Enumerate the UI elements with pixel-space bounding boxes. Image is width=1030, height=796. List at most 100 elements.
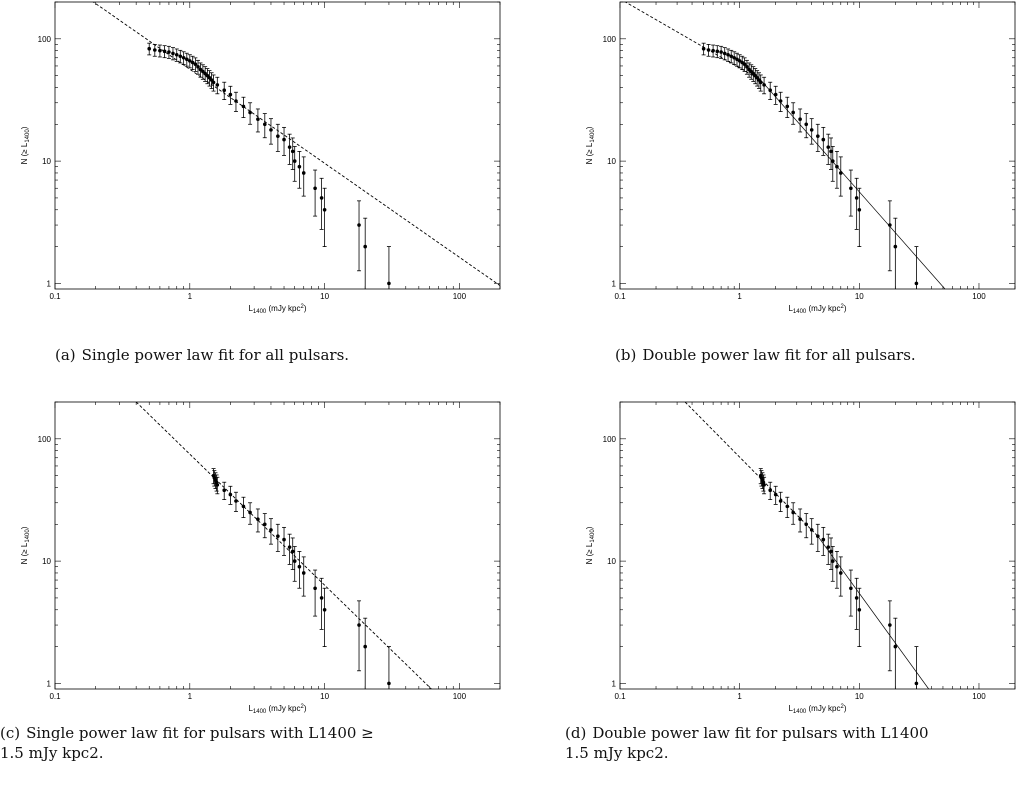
data-point: [292, 559, 297, 563]
caption-d-text: Double power law fit for pulsars with L1…: [592, 724, 929, 742]
caption-b-text: Double power law fit for all pulsars.: [642, 346, 916, 364]
axis-ticks: [619, 401, 1016, 689]
data-point: [732, 55, 736, 60]
axis-ticks: [54, 1, 501, 289]
data-point: [798, 517, 802, 522]
data-point: [835, 564, 839, 569]
y-tick-label: 1: [47, 679, 52, 688]
data-point: [248, 110, 252, 115]
y-axis-label: N (≥ L1400): [20, 526, 31, 564]
data-point: [181, 55, 186, 60]
data-points: [211, 468, 391, 689]
data-point: [269, 528, 273, 532]
y-tick-label: 100: [38, 35, 52, 44]
data-point: [185, 57, 189, 62]
panel-a: 0.1 1 10 100 1 10 100 L1400 (mJy kpc2) N (≥ L140…: [0, 0, 520, 400]
data-point: [816, 534, 820, 538]
data-point: [290, 149, 295, 154]
data-point: [778, 499, 783, 503]
data-point: [211, 80, 216, 85]
caption-d: (d) Double power law fit for pulsars with…: [565, 723, 929, 763]
data-point: [719, 50, 723, 54]
data-point: [888, 623, 892, 627]
plot-frame: [54, 1, 501, 290]
data-point: [190, 60, 195, 65]
data-point: [188, 59, 192, 63]
caption-a: (a) Single power law fit for all pulsars.: [55, 345, 349, 365]
data-point: [785, 504, 790, 509]
x-tick-label: 1: [188, 692, 193, 701]
x-tick-label: 100: [453, 692, 467, 701]
x-tick-label: 0.1: [614, 692, 626, 701]
data-point: [893, 644, 898, 649]
data-point: [147, 46, 152, 51]
data-point: [726, 53, 730, 57]
data-point: [791, 510, 795, 515]
y-axis-label: N (≥ L1400): [20, 126, 31, 164]
x-axis-label: L1400 (mJy kpc2): [248, 704, 306, 715]
x-axis-label: L1400 (mJy kpc2): [788, 304, 846, 315]
x-tick-label: 100: [453, 292, 467, 301]
plot-frame: [619, 1, 1016, 290]
data-point: [711, 48, 715, 53]
data-point: [276, 134, 280, 138]
caption-d-line2: 1.5 mJy kpc2.: [565, 744, 669, 762]
data-point: [209, 78, 214, 82]
data-point: [854, 196, 859, 200]
y-tick-label: 10: [607, 157, 616, 166]
data-point: [256, 517, 260, 522]
data-point: [162, 49, 167, 54]
x-tick-label: 1: [737, 692, 742, 701]
data-point: [773, 492, 778, 497]
data-point: [830, 159, 835, 163]
data-point: [829, 149, 833, 154]
fit-line-solid: [760, 79, 946, 289]
data-point: [768, 88, 773, 93]
data-point: [735, 57, 739, 62]
x-axis-label: L1400 (mJy kpc2): [788, 704, 846, 715]
x-tick-label: 0.1: [614, 292, 626, 301]
data-point: [821, 137, 826, 142]
data-point: [301, 171, 306, 175]
data-point: [313, 586, 317, 591]
x-tick-label: 10: [855, 292, 864, 301]
data-point: [282, 137, 286, 142]
data-point: [701, 46, 706, 51]
x-tick-label: 0.1: [49, 692, 61, 701]
data-point: [838, 171, 843, 175]
caption-c-text: Single power law fit for pulsars with L1…: [26, 724, 374, 742]
data-point: [234, 499, 238, 503]
data-point: [313, 186, 317, 191]
data-point: [722, 51, 727, 56]
data-point: [762, 483, 766, 487]
data-point: [914, 281, 919, 286]
data-point: [193, 62, 198, 67]
data-point: [826, 145, 831, 149]
data-point: [228, 492, 233, 497]
data-point: [357, 623, 361, 627]
data-point: [228, 92, 233, 97]
data-point: [297, 564, 302, 569]
caption-a-label: (a): [55, 346, 76, 364]
fit-lines: [684, 402, 929, 689]
chart-c: 0.1 1 10 100 1 10 100 L1400 (mJy kpc2) N (≥ L140…: [20, 401, 501, 715]
data-point: [854, 596, 859, 600]
x-tick-label: 1: [737, 292, 742, 301]
y-axis-label: N (≥ L1400): [585, 526, 596, 564]
data-point: [322, 607, 327, 612]
data-point: [262, 122, 267, 127]
data-point: [768, 488, 773, 493]
x-tick-label: 10: [855, 692, 864, 701]
data-point: [804, 122, 809, 127]
y-axis-label: N (≥ L1400): [585, 126, 596, 164]
data-point: [829, 549, 833, 554]
chart-a: 0.1 1 10 100 1 10 100 L1400 (mJy kpc2) N (≥ L140…: [20, 1, 501, 315]
data-point: [849, 186, 853, 191]
data-point: [816, 134, 820, 138]
x-tick-label: 10: [320, 292, 329, 301]
y-tick-label: 10: [42, 557, 51, 566]
data-point: [857, 207, 862, 212]
chart-d: 0.1 1 10 100 1 10 100 L1400 (mJy kpc2) N (≥ L140…: [585, 401, 1016, 715]
data-point: [198, 67, 203, 72]
data-point: [222, 488, 227, 493]
